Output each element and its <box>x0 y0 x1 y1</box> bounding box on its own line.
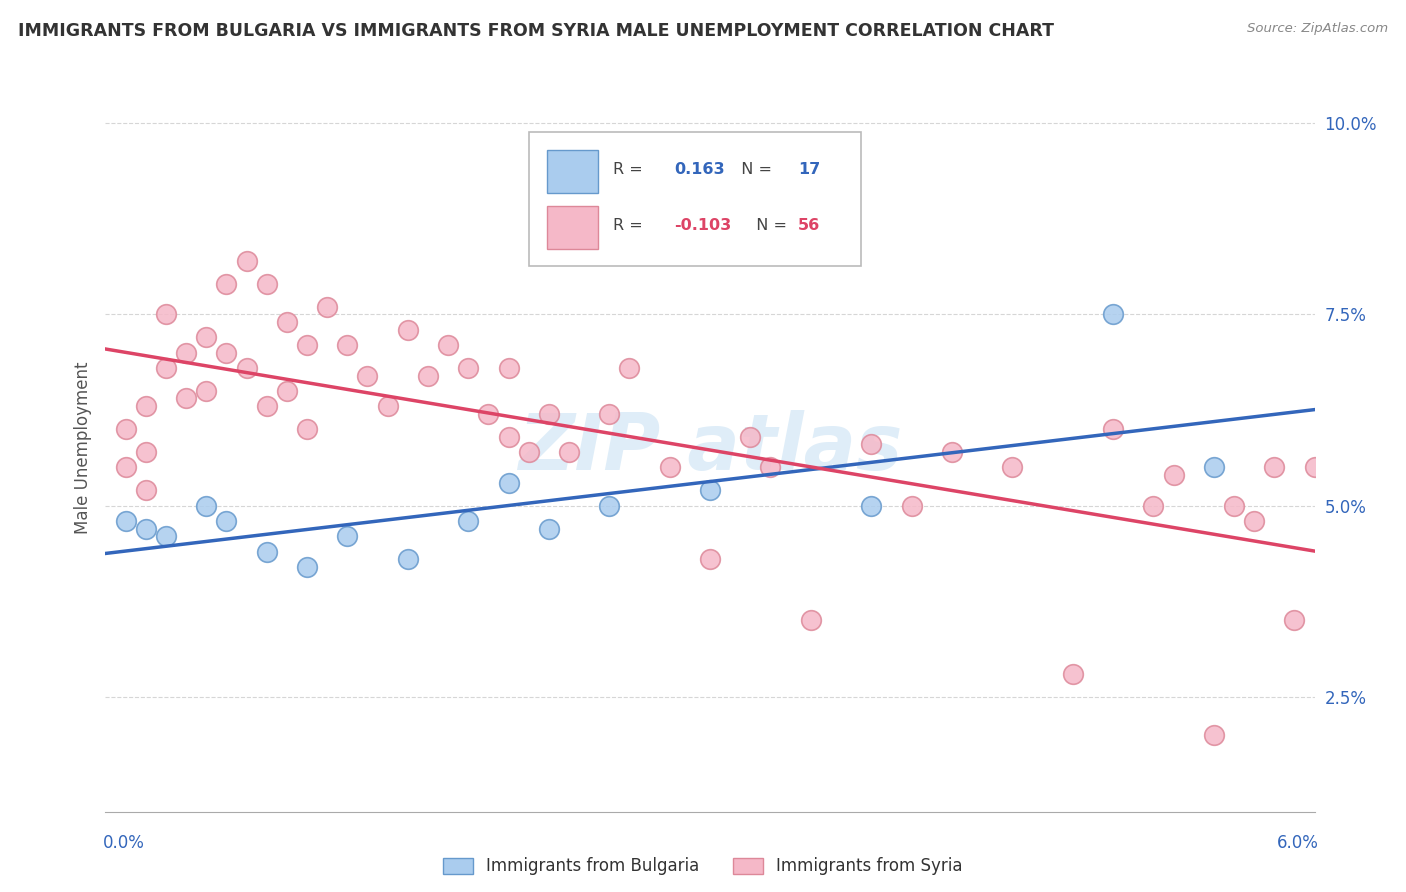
Point <box>1284 614 1306 628</box>
Point <box>598 407 620 421</box>
Point <box>377 399 399 413</box>
Point <box>215 345 238 359</box>
Text: R =: R = <box>613 161 648 177</box>
Point <box>396 552 419 566</box>
Point <box>356 368 378 383</box>
Point <box>1102 307 1125 321</box>
Point <box>235 253 257 268</box>
Point <box>155 529 177 543</box>
Point <box>537 407 560 421</box>
Point <box>537 522 560 536</box>
Text: 17: 17 <box>799 161 821 177</box>
Point <box>699 483 721 498</box>
Point <box>396 323 419 337</box>
Point <box>558 445 581 459</box>
Text: -0.103: -0.103 <box>673 218 731 233</box>
Point <box>276 384 298 398</box>
Point <box>1163 468 1185 483</box>
Point <box>860 437 883 451</box>
Point <box>135 445 157 459</box>
Point <box>1202 728 1225 742</box>
Point <box>295 338 318 352</box>
FancyBboxPatch shape <box>529 132 860 267</box>
Point <box>276 315 298 329</box>
Point <box>174 392 197 406</box>
Text: IMMIGRANTS FROM BULGARIA VS IMMIGRANTS FROM SYRIA MALE UNEMPLOYMENT CORRELATION : IMMIGRANTS FROM BULGARIA VS IMMIGRANTS F… <box>18 22 1054 40</box>
Point <box>135 483 157 498</box>
Point <box>195 384 218 398</box>
FancyBboxPatch shape <box>547 206 598 249</box>
Text: N =: N = <box>747 218 793 233</box>
Point <box>1142 499 1164 513</box>
Point <box>498 475 520 490</box>
Point <box>135 522 157 536</box>
Point <box>900 499 922 513</box>
Text: 0.163: 0.163 <box>673 161 724 177</box>
Point <box>699 552 721 566</box>
Point <box>1062 667 1084 681</box>
Text: 56: 56 <box>799 218 821 233</box>
Point <box>114 460 136 475</box>
Point <box>457 514 479 528</box>
Point <box>1263 460 1285 475</box>
Point <box>114 514 136 528</box>
Point <box>1303 460 1326 475</box>
Point <box>477 407 499 421</box>
Y-axis label: Male Unemployment: Male Unemployment <box>73 362 91 534</box>
Point <box>1001 460 1024 475</box>
Point <box>1223 499 1246 513</box>
Point <box>498 360 520 375</box>
Point <box>517 445 540 459</box>
Point <box>498 430 520 444</box>
Point <box>215 514 238 528</box>
Point <box>295 422 318 436</box>
Point <box>1202 460 1225 475</box>
Point <box>941 445 963 459</box>
Point <box>114 422 136 436</box>
Point <box>195 499 218 513</box>
Point <box>316 300 339 314</box>
Point <box>256 544 278 558</box>
Point <box>155 307 177 321</box>
Point <box>1243 514 1265 528</box>
Point <box>336 529 359 543</box>
Point <box>336 338 359 352</box>
FancyBboxPatch shape <box>547 150 598 193</box>
Point <box>457 360 479 375</box>
Legend: Immigrants from Bulgaria, Immigrants from Syria: Immigrants from Bulgaria, Immigrants fro… <box>434 849 972 884</box>
Text: R =: R = <box>613 218 648 233</box>
Point <box>740 430 762 444</box>
Point <box>215 277 238 291</box>
Point <box>437 338 460 352</box>
Point <box>800 614 823 628</box>
Point <box>598 499 620 513</box>
Text: 0.0%: 0.0% <box>103 834 145 852</box>
Point <box>416 368 439 383</box>
Point <box>619 360 641 375</box>
Text: Source: ZipAtlas.com: Source: ZipAtlas.com <box>1247 22 1388 36</box>
Point <box>256 277 278 291</box>
Point <box>860 499 883 513</box>
Point <box>135 399 157 413</box>
Point <box>658 460 681 475</box>
Point <box>174 345 197 359</box>
Text: ZIP atlas: ZIP atlas <box>517 410 903 486</box>
Point <box>295 559 318 574</box>
Point <box>155 360 177 375</box>
Point <box>256 399 278 413</box>
Text: 6.0%: 6.0% <box>1277 834 1319 852</box>
Point <box>759 460 782 475</box>
Point <box>1102 422 1125 436</box>
Point <box>195 330 218 344</box>
Point <box>235 360 257 375</box>
Text: N =: N = <box>731 161 776 177</box>
